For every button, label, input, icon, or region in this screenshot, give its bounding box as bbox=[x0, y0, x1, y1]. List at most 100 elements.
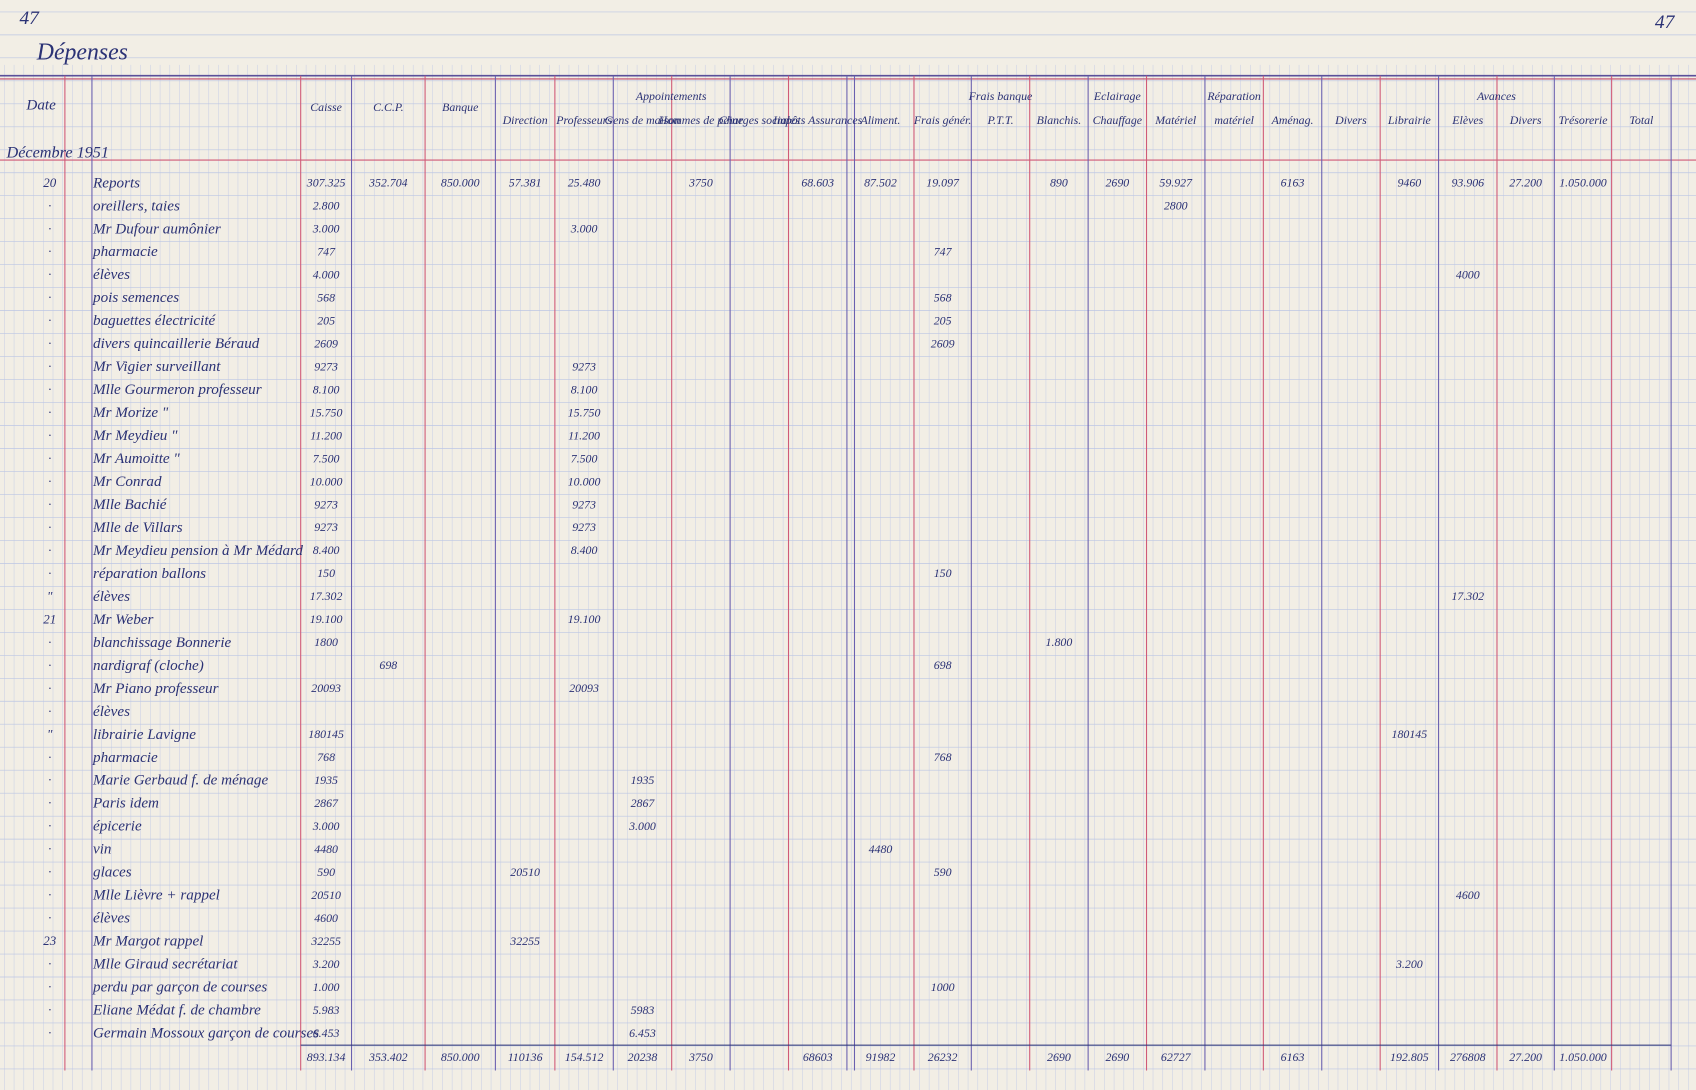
total-amount: 26232 bbox=[928, 1050, 958, 1064]
column-header: Total bbox=[1629, 113, 1654, 127]
row-description: divers quincaillerie Béraud bbox=[93, 336, 260, 352]
amount: 5.983 bbox=[313, 1003, 340, 1017]
amount: 9273 bbox=[572, 359, 596, 373]
amount: 9273 bbox=[572, 520, 596, 534]
row-date: · bbox=[48, 956, 51, 971]
column-header: Gens de maison bbox=[605, 113, 681, 127]
amount: 6.453 bbox=[629, 1026, 656, 1040]
amount: 3.000 bbox=[628, 819, 656, 833]
amount: 150 bbox=[934, 566, 952, 580]
amount: 15.750 bbox=[568, 405, 601, 419]
row-description: Mr Piano professeur bbox=[92, 681, 219, 697]
amount: 698 bbox=[379, 658, 397, 672]
amount: 20510 bbox=[311, 888, 341, 902]
amount: 205 bbox=[934, 313, 952, 327]
row-date: · bbox=[48, 864, 51, 879]
amount: 32255 bbox=[310, 934, 341, 948]
row-description: Mlle Gourmeron professeur bbox=[92, 382, 262, 398]
total-amount: 27.200 bbox=[1509, 1050, 1542, 1064]
amount: 850.000 bbox=[441, 176, 480, 190]
amount: 11.200 bbox=[310, 428, 342, 442]
amount: 3.000 bbox=[312, 222, 340, 236]
row-date: · bbox=[48, 542, 51, 557]
row-description: Mlle Bachié bbox=[92, 497, 168, 513]
amount: 20510 bbox=[510, 865, 540, 879]
total-amount: 62727 bbox=[1161, 1050, 1192, 1064]
amount: 8.400 bbox=[313, 543, 340, 557]
row-date: · bbox=[48, 565, 51, 580]
amount: 768 bbox=[934, 750, 952, 764]
column-header: Aliment. bbox=[859, 113, 900, 127]
row-date: · bbox=[48, 818, 51, 833]
row-date: · bbox=[48, 749, 51, 764]
row-description: Germain Mossoux garçon de courses bbox=[93, 1026, 319, 1042]
row-description: oreillers, taies bbox=[93, 198, 180, 214]
amount: 57.381 bbox=[509, 176, 542, 190]
amount: 4000 bbox=[1456, 267, 1480, 281]
amount: 3.200 bbox=[312, 957, 340, 971]
amount: 7.500 bbox=[571, 451, 598, 465]
rules bbox=[0, 11, 1696, 1090]
row-description: Mlle Lièvre + rappel bbox=[92, 888, 220, 904]
amount: 93.906 bbox=[1451, 176, 1484, 190]
amount: 1935 bbox=[631, 773, 655, 787]
amount: 9460 bbox=[1397, 176, 1421, 190]
amount: 2867 bbox=[314, 796, 339, 810]
row-date: · bbox=[48, 313, 51, 328]
total-amount: 2690 bbox=[1047, 1050, 1071, 1064]
row-date: · bbox=[48, 221, 51, 236]
row-date: · bbox=[48, 703, 51, 718]
amount: 20093 bbox=[311, 681, 341, 695]
row-description: pois semences bbox=[92, 290, 179, 306]
column-header: Elèves bbox=[1451, 113, 1483, 127]
row-date: · bbox=[48, 634, 51, 649]
row-date: · bbox=[48, 841, 51, 856]
amount: 19.100 bbox=[568, 612, 601, 626]
amount: 205 bbox=[317, 313, 335, 327]
amount: 2800 bbox=[1164, 199, 1188, 213]
amount: 180145 bbox=[1392, 727, 1428, 741]
amount: 87.502 bbox=[864, 176, 897, 190]
column-header: Divers bbox=[1334, 113, 1367, 127]
amount: 4480 bbox=[314, 842, 338, 856]
row-date: · bbox=[48, 451, 51, 466]
row-date: · bbox=[48, 657, 51, 672]
total-amount: 6163 bbox=[1281, 1050, 1305, 1064]
amount: 32255 bbox=[509, 934, 540, 948]
amount: 1.050.000 bbox=[1559, 176, 1607, 190]
amount: 180145 bbox=[308, 727, 344, 741]
row-description: perdu par garçon de courses bbox=[92, 980, 267, 996]
amount: 27.200 bbox=[1509, 176, 1542, 190]
total-amount: 192.805 bbox=[1390, 1050, 1429, 1064]
total-amount: 91982 bbox=[866, 1050, 896, 1064]
row-description: épicerie bbox=[93, 819, 142, 835]
total-amount: 893.134 bbox=[307, 1050, 346, 1064]
group-header: Appointements bbox=[635, 89, 707, 103]
row-description: élèves bbox=[93, 911, 130, 927]
amount: 8.100 bbox=[313, 382, 340, 396]
row-description: Marie Gerbaud f. de ménage bbox=[92, 773, 268, 789]
amount: 25.480 bbox=[568, 176, 601, 190]
row-description: Mr Weber bbox=[92, 612, 153, 628]
amount: 6.453 bbox=[313, 1026, 340, 1040]
amount: 10.000 bbox=[568, 474, 601, 488]
amount: 2.800 bbox=[313, 199, 340, 213]
row-date: · bbox=[48, 198, 51, 213]
amount: 3750 bbox=[688, 176, 713, 190]
row-date: · bbox=[48, 267, 51, 282]
amount: 8.400 bbox=[571, 543, 598, 557]
column-header: Charges sociales bbox=[719, 113, 800, 127]
amount: 4600 bbox=[1456, 888, 1480, 902]
row-date: 23 bbox=[43, 933, 56, 948]
amount: 150 bbox=[317, 566, 335, 580]
amount: 1.800 bbox=[1046, 635, 1073, 649]
row-description: Reports bbox=[92, 175, 140, 191]
column-header: P.T.T. bbox=[986, 113, 1013, 127]
row-description: Mr Meydieu " bbox=[92, 428, 178, 444]
amount: 698 bbox=[934, 658, 952, 672]
amount: 5983 bbox=[631, 1003, 655, 1017]
page-number: 47 bbox=[1655, 12, 1676, 33]
row-description: Mlle Giraud secrétariat bbox=[92, 957, 238, 973]
column-header: Frais génér. bbox=[913, 113, 971, 127]
